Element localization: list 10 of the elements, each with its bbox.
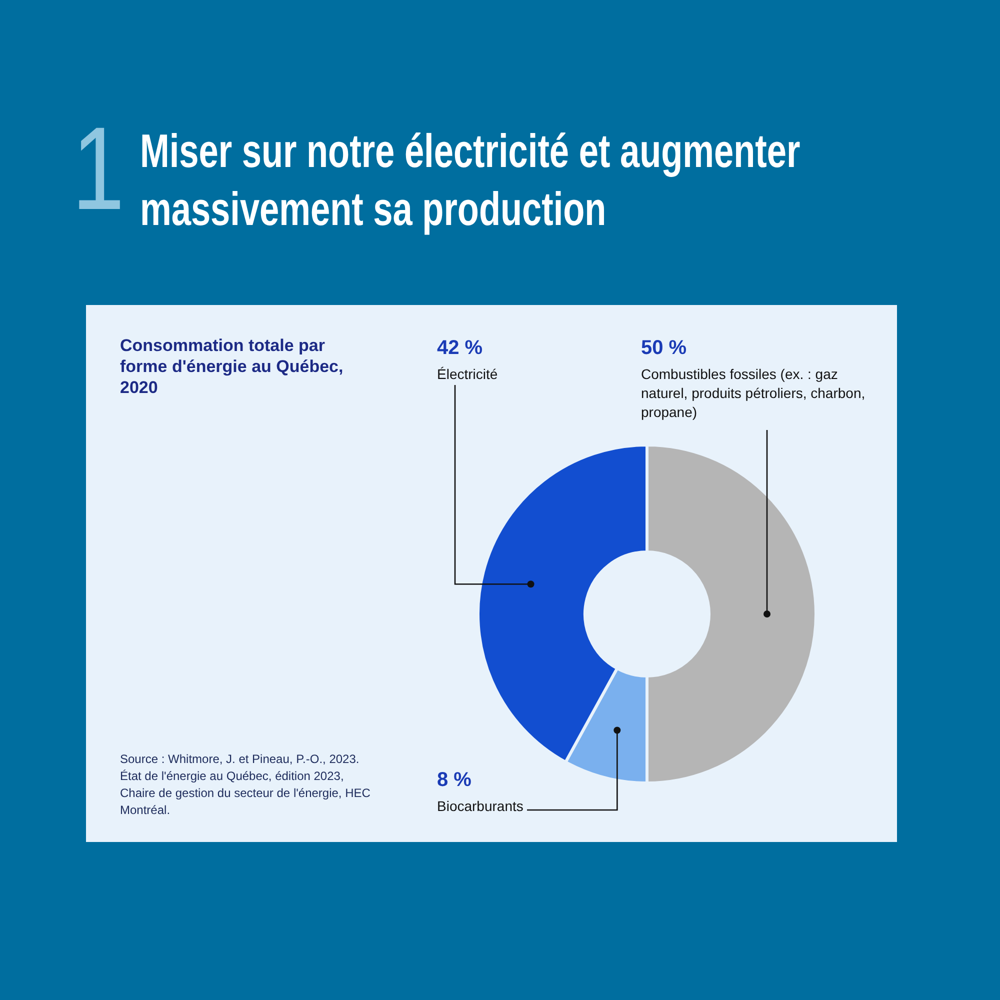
slice-label: Combustibles fossiles (ex. : gaz naturel, produits pétroliers, charbon, propane) (641, 365, 866, 422)
slice-label: Électricité (437, 365, 499, 384)
text: Consommation totale par forme d'énergie au Québec, 2020 (120, 335, 344, 398)
chart-title: Miser sur notre électricité et augmenter massivement sa production (140, 123, 802, 237)
slice-label: Biocarburants (437, 797, 524, 816)
data-label: 50 % (641, 336, 688, 361)
text: 1 (72, 103, 125, 235)
data-label: 42 % (437, 336, 484, 361)
data-label: 8 % (437, 768, 472, 793)
source-note: Source : Whitmore, J. et Pineau, P.-O., 2023. État de l'énergie au Québec, édition 2023, Chaire de gestion du secteur de l'énergie, HEC Montréal. (120, 751, 372, 819)
